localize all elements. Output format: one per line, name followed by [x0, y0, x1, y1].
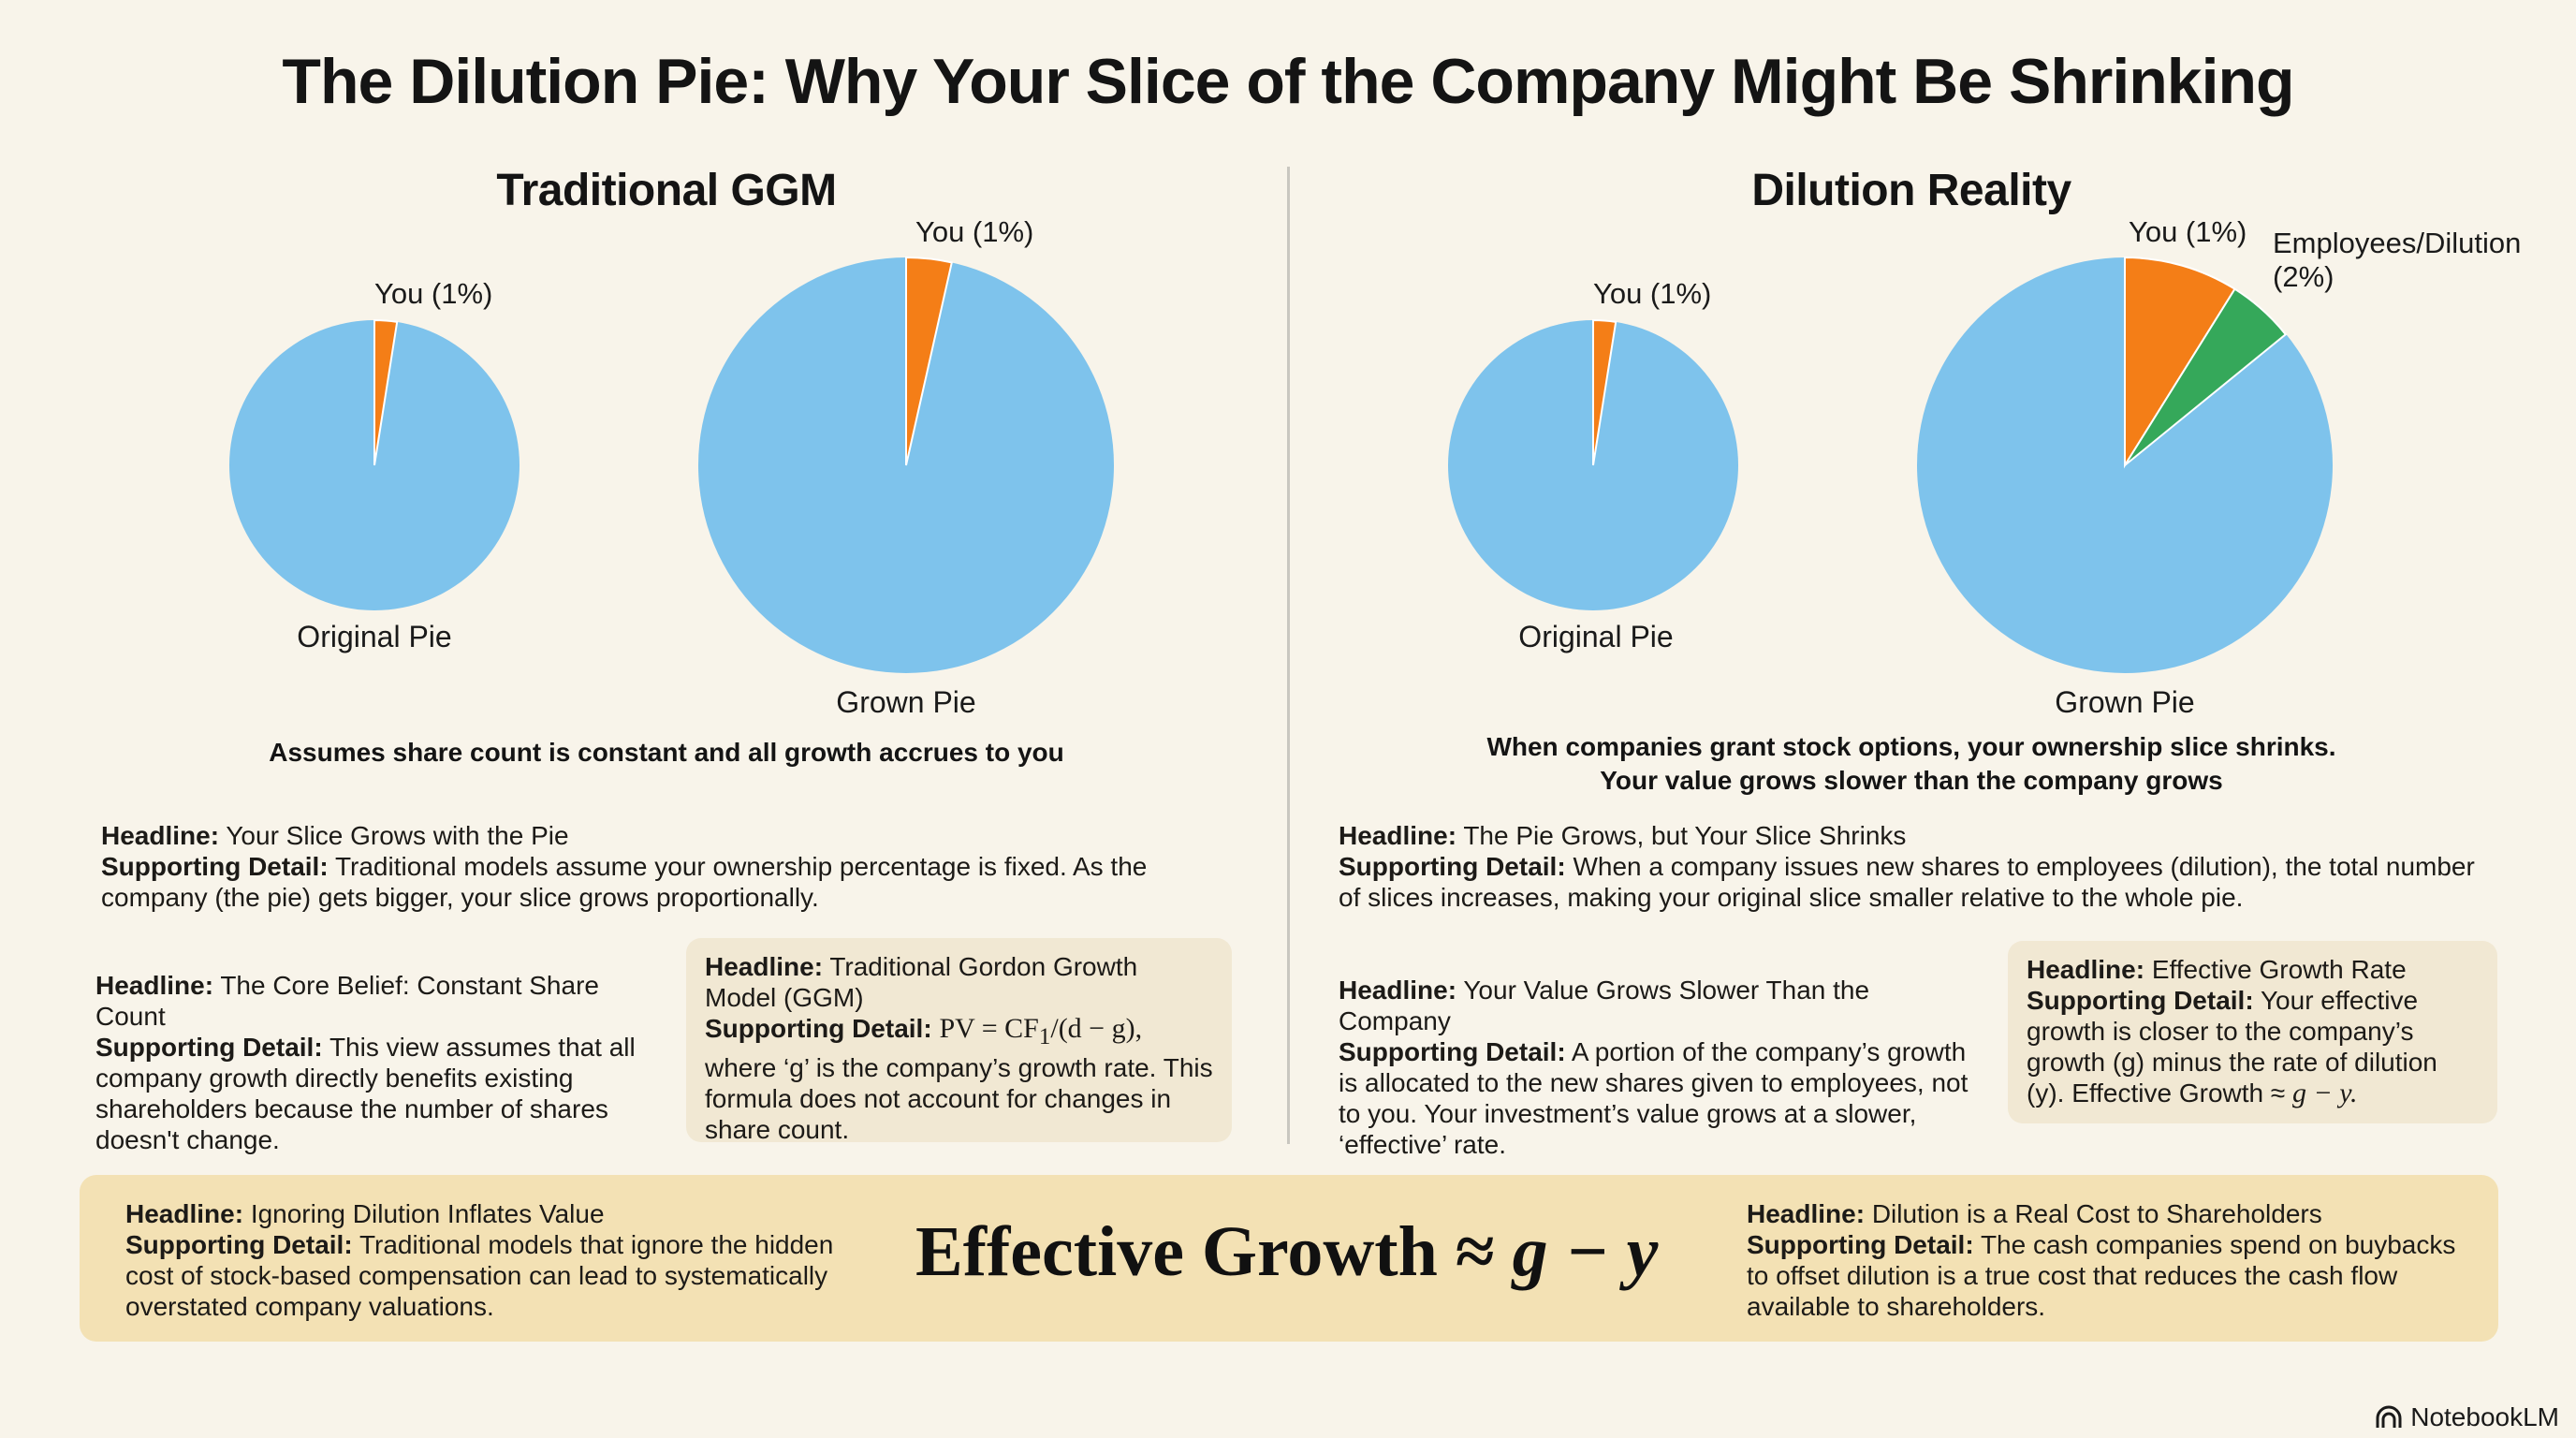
- slice-label-dilution: Employees/Dilution (2%): [2273, 227, 2522, 293]
- slice-label-you: You (1%): [2129, 215, 2247, 248]
- note-value-grows-slower: Headline: Your Value Grows Slower Than t…: [1339, 975, 1975, 1160]
- right-panel-title: Dilution Reality: [1751, 166, 2071, 215]
- headline-label: Headline:: [95, 971, 214, 1000]
- note-core-belief: Headline: The Core Belief: Constant Shar…: [95, 970, 676, 1155]
- detail-label: Supporting Detail:: [1339, 1037, 1566, 1066]
- headline-text: Your Slice Grows with the Pie: [226, 821, 569, 850]
- note-slice-grows: Headline: Your Slice Grows with the Pie …: [101, 820, 1187, 913]
- headline-label: Headline:: [1339, 821, 1457, 850]
- detail-label: Supporting Detail:: [95, 1033, 323, 1062]
- note-ignoring-dilution: Headline: Ignoring Dilution Inflates Val…: [125, 1198, 856, 1322]
- note-dilution-real-cost: Headline: Dilution is a Real Cost to Sha…: [1747, 1198, 2458, 1322]
- headline-label: Headline:: [125, 1199, 244, 1228]
- pie-you-slice: [2124, 256, 2236, 469]
- detail-label: Supporting Detail:: [101, 852, 329, 881]
- right-grown-pie: [1917, 256, 2333, 673]
- slice-label-you: You (1%): [374, 277, 493, 310]
- effective-growth-formula: g − y.: [2292, 1078, 2358, 1108]
- note-effective-growth-box: Headline: Effective Growth Rate Supporti…: [2008, 941, 2497, 1123]
- headline-text: Traditional Gordon Growth Model (GGM): [705, 952, 1138, 1012]
- ggm-formula: PV = CF1/(d − g),: [939, 1013, 1143, 1049]
- pie-you-slice: [373, 318, 399, 466]
- slice-label-you: You (1%): [1593, 277, 1712, 310]
- detail-text: This view assumes that all company growt…: [95, 1033, 636, 1154]
- left-original-pie: [229, 318, 520, 610]
- detail-label: Supporting Detail:: [2027, 986, 2254, 1015]
- note-ggm-box: Headline: Traditional Gordon Growth Mode…: [686, 938, 1232, 1144]
- pie-you-slice: [905, 256, 953, 466]
- headline-text: The Pie Grows, but Your Slice Shrinks: [1463, 821, 1907, 850]
- note-pie-grows-slice-shrinks: Headline: The Pie Grows, but Your Slice …: [1339, 820, 2481, 913]
- detail-text: Traditional models assume your ownership…: [101, 852, 1148, 912]
- headline-label: Headline:: [101, 821, 220, 850]
- detail-text: When a company issues new shares to empl…: [1339, 852, 2475, 912]
- watermark-label: NotebookLM: [2410, 1402, 2559, 1431]
- effective-growth-equation: Effective Growth ≈ g − y: [915, 1212, 1659, 1291]
- pie-caption-grown: Grown Pie: [2055, 685, 2195, 719]
- panel-divider: [1287, 167, 1290, 1144]
- headline-label: Headline:: [2027, 955, 2145, 984]
- notebooklm-watermark: NotebookLM: [2375, 1402, 2559, 1432]
- left-grown-pie: [698, 256, 1114, 673]
- headline-text: Your Value Grows Slower Than the Company: [1339, 976, 1870, 1035]
- headline-text: The Core Belief: Constant Share Count: [95, 971, 599, 1031]
- right-original-pie: [1448, 318, 1738, 610]
- left-panel-caption: Assumes share count is constant and all …: [269, 738, 1064, 767]
- detail-text: Your effective growth is closer to the c…: [2027, 986, 2437, 1108]
- detail-text: A portion of the company’s growth is all…: [1339, 1037, 1969, 1159]
- right-panel-caption: When companies grant stock options, your…: [1486, 732, 2336, 795]
- detail-label: Supporting Detail:: [1339, 852, 1566, 881]
- detail-label: Supporting Detail:: [125, 1230, 353, 1259]
- headline-label: Headline:: [705, 952, 824, 981]
- notebooklm-logo-icon: [2376, 1405, 2402, 1428]
- detail-label: Supporting Detail:: [705, 1014, 932, 1043]
- detail-text: where ‘g’ is the company’s growth rate. …: [705, 1053, 1213, 1144]
- pie-caption-original: Original Pie: [1518, 620, 1674, 653]
- headline-label: Headline:: [1339, 976, 1457, 1005]
- detail-label: Supporting Detail:: [1747, 1230, 1974, 1259]
- pie-caption-original: Original Pie: [297, 620, 452, 653]
- slice-label-you: You (1%): [915, 215, 1034, 248]
- detail-text: The cash companies spend on buybacks to …: [1747, 1230, 2456, 1321]
- summary-banner: [80, 1175, 2498, 1342]
- pie-dilution-slice: [2124, 287, 2288, 466]
- headline-text: Dilution is a Real Cost to Shareholders: [1871, 1199, 2322, 1228]
- pie-caption-grown: Grown Pie: [836, 685, 976, 719]
- pie-you-slice: [1592, 318, 1617, 466]
- page-title: The Dilution Pie: Why Your Slice of the …: [282, 46, 2294, 117]
- detail-text: Traditional models that ignore the hidde…: [125, 1230, 834, 1321]
- headline-text: Ignoring Dilution Inflates Value: [250, 1199, 605, 1228]
- left-panel-title: Traditional GGM: [496, 166, 837, 215]
- headline-label: Headline:: [1747, 1199, 1866, 1228]
- headline-text: Effective Growth Rate: [2151, 955, 2407, 984]
